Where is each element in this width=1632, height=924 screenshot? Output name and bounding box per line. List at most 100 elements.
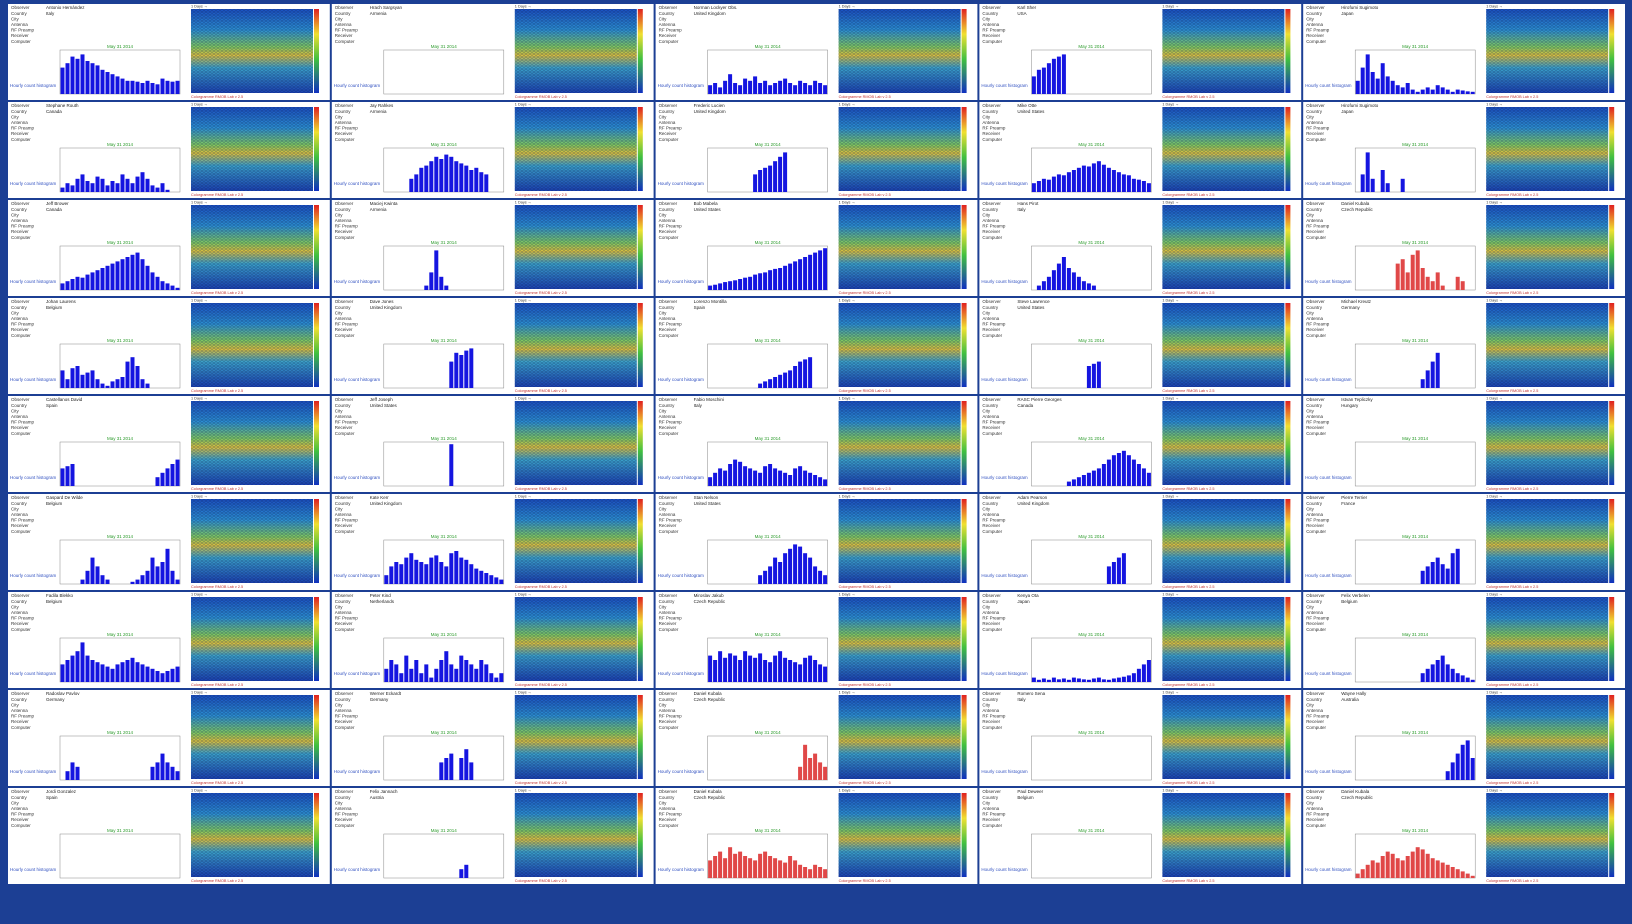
days-label: 1 Days → [191,691,208,695]
field-label: Observer [11,299,30,304]
hist-frame [708,148,828,192]
country: Czech Republic [694,795,726,800]
hour-bar [91,558,95,584]
hour-bar [758,83,762,94]
hour-bar [733,854,737,878]
hour-bar [758,384,762,388]
hour-bar [778,81,782,94]
field-label: City [982,16,990,21]
station-panel: ObserverCountryCityAntennaRF PreampRecei… [979,298,1301,394]
hist-label: Hourly count histogram [334,769,381,774]
hist-date: May 31 2014 [755,240,782,245]
hist-date: May 31 2014 [1402,632,1429,637]
days-label: 1 Days → [515,593,532,597]
hour-bar [808,558,812,584]
hour-bar [91,183,95,192]
field-label: Observer [659,201,678,206]
days-label: 1 Days → [1162,397,1179,401]
field-label: City [659,408,667,413]
hour-bar [1092,286,1096,290]
hour-bar [1441,656,1445,682]
hour-bar [469,564,473,584]
hour-bar [1127,455,1131,486]
hour-bar [768,566,772,584]
hour-bar [409,553,413,584]
hour-bar [1471,680,1475,682]
field-label: Antenna [1306,512,1323,517]
hour-bar [454,551,458,584]
hour-bar [1117,558,1121,584]
colorgramme-dots [191,205,313,289]
hour-bar [166,762,170,780]
hist-frame [1355,442,1475,486]
hour-bar [1386,183,1390,192]
hour-bar [81,642,85,682]
hour-bar [146,266,150,290]
field-label: RF Preamp [1306,518,1330,523]
field-label: Observer [1306,103,1325,108]
field-label: Country [1306,795,1323,800]
hour-bar [176,460,180,486]
field-label: Receiver [1306,33,1324,38]
observer: Werner Eckardt [370,691,402,696]
colorgramme-dots [1486,695,1608,779]
station-panel: ObserverCountryCityAntennaRF PreampRecei… [979,592,1301,688]
hour-bar [808,869,812,878]
hour-bar [424,166,428,192]
hour-bar [1436,860,1440,878]
hour-bar [166,190,170,192]
field-label: Receiver [1306,621,1324,626]
hour-bar [768,464,772,486]
hour-bar [1396,858,1400,878]
hist-frame [384,344,504,388]
hour-bar [76,179,80,192]
hour-bar [818,250,822,290]
hour-bar [1037,181,1041,192]
hour-bar [156,671,160,682]
field-label: Computer [1306,431,1326,436]
hour-bar [76,59,80,94]
observer: Maciej Kwinta [370,201,398,206]
hist-label: Hourly count histogram [1305,181,1352,186]
hour-bar [141,664,145,682]
colorgramme-label: Colorgramme RMOB Lab v 2.5 [1486,389,1538,393]
hour-bar [813,475,817,486]
station-panel: ObserverCountryCityAntennaRF PreampRecei… [8,102,330,198]
hour-bar [1381,856,1385,878]
hour-bar [1426,566,1430,584]
country: Belgium [46,599,63,604]
field-label: RF Preamp [659,28,683,33]
hour-bar [803,658,807,682]
hour-bar [1092,163,1096,192]
hour-bar [783,863,787,878]
days-label: 1 Days → [515,691,532,695]
colorgramme-dots [839,695,961,779]
hour-bar [126,660,130,682]
field-label: City [335,408,343,413]
hour-bar [758,854,762,878]
hist-frame [384,736,504,780]
days-label: 1 Days → [1162,593,1179,597]
field-label: Receiver [11,817,29,822]
color-scale [638,401,643,485]
colorgramme-dots [1486,107,1608,191]
field-label: Receiver [659,327,677,332]
hour-bar [1142,181,1146,192]
observer: Jeff Joseph [370,397,393,402]
colorgramme-label: Colorgramme RMOB Lab v 2.5 [191,291,243,295]
field-label: City [659,800,667,805]
color-scale [962,499,967,583]
days-label: 1 Days → [191,789,208,793]
hour-bar [1366,152,1370,192]
hour-bar [1112,455,1116,486]
hour-bar [81,580,85,584]
hour-bar [1127,175,1131,192]
hist-date: May 31 2014 [1078,828,1105,833]
hour-bar [1137,464,1141,486]
color-scale [962,401,967,485]
field-label: Computer [1306,137,1326,142]
hour-bar [748,468,752,486]
hour-bar [788,370,792,388]
hour-bar [101,268,105,290]
hour-bar [1147,183,1151,192]
